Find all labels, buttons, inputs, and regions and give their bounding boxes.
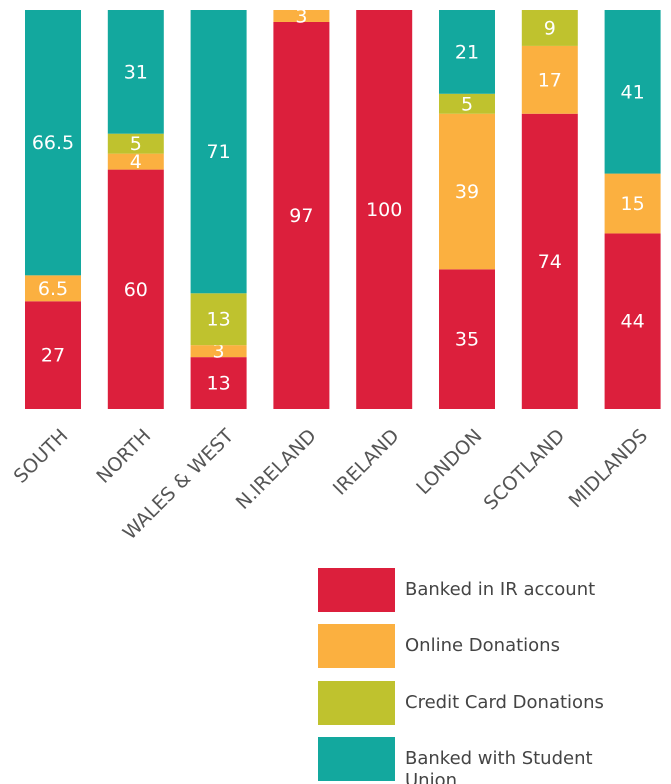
segment-label: 6.5 (38, 278, 68, 300)
bar-segment (521, 113, 578, 410)
bar-segment (107, 133, 164, 154)
segment-label: 3 (213, 341, 225, 363)
x-tick-label: NORTH (92, 425, 155, 488)
segment-label: 9 (544, 17, 556, 39)
segment-label: 35 (455, 329, 479, 351)
bar-segment (107, 10, 164, 134)
segment-label: 60 (124, 279, 148, 301)
x-tick-label: IRELAND (329, 425, 404, 500)
x-tick-label: N.IRELAND (232, 425, 321, 514)
legend-label: Credit Card Donations (405, 691, 604, 713)
bar-segment (439, 113, 495, 270)
bar-segment (604, 233, 661, 409)
segment-label: 13 (207, 309, 231, 331)
bar-segment (273, 21, 330, 409)
segment-label: 4 (130, 151, 142, 173)
bar-segment (190, 357, 247, 409)
bar-segment (25, 10, 81, 276)
segment-label: 31 (124, 61, 148, 83)
x-tick-label: MIDLANDS (565, 425, 652, 512)
bar-segment (190, 293, 247, 346)
segment-label: 27 (41, 345, 65, 367)
bar-segment (439, 10, 495, 94)
legend-swatch (318, 736, 395, 781)
legend-label: Banked in IR account (405, 579, 596, 600)
bar-segment (521, 45, 578, 114)
bar-segment (439, 93, 495, 114)
segment-label: 15 (621, 193, 645, 215)
x-tick-label: SOUTH (10, 425, 73, 488)
legend-swatch (318, 568, 395, 612)
bar-segment (521, 10, 578, 46)
bar-segment (190, 345, 247, 358)
bar-segment (356, 10, 413, 409)
segment-label: 97 (289, 205, 313, 227)
bar-segment (273, 10, 330, 22)
bar-segment (107, 169, 164, 409)
segment-label: 44 (621, 311, 645, 333)
bar-segment (25, 275, 81, 302)
legend-swatch (318, 624, 395, 669)
bar-segment (439, 269, 495, 409)
x-tick-label: SCOTLAND (480, 425, 570, 515)
segment-label: 74 (538, 251, 562, 273)
legend-swatch (318, 680, 395, 725)
bar-segment (25, 301, 81, 409)
bar-segment (190, 10, 247, 294)
bar-segment (604, 10, 661, 174)
segment-label: 3 (295, 5, 307, 27)
legend-label: Banked with Student Union (405, 747, 593, 784)
segment-label: 5 (130, 133, 142, 155)
segment-label: 100 (366, 199, 402, 221)
segment-label: 13 (207, 373, 231, 395)
segment-label: 39 (455, 181, 479, 203)
segment-label: 5 (461, 93, 473, 115)
segment-label: 66.5 (32, 132, 74, 154)
legend-label: Online Donations (405, 635, 560, 657)
bar-segment (107, 153, 164, 170)
x-tick-label: LONDON (412, 425, 486, 499)
segment-label: 41 (621, 81, 645, 103)
segment-label: 21 (455, 41, 479, 63)
segment-label: 71 (207, 141, 231, 163)
bar-segment (604, 173, 661, 234)
segment-label: 17 (538, 69, 562, 91)
